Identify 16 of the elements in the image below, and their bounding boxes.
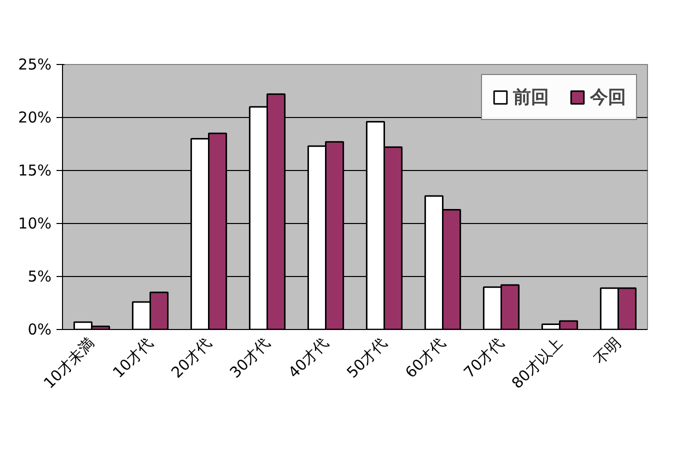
x-tick-label: 30才代 — [226, 334, 274, 382]
x-tick-label: 50才代 — [343, 334, 391, 382]
x-tick-label: 20才代 — [168, 334, 216, 382]
y-tick-label: 15% — [18, 162, 52, 180]
y-tick-label: 25% — [18, 56, 52, 74]
x-tick-label: 60才代 — [402, 334, 450, 382]
x-tick-label: 80才以上 — [508, 334, 566, 392]
x-tick-label: 70才代 — [460, 334, 508, 382]
legend-label: 前回 — [513, 86, 549, 109]
legend-label: 今回 — [590, 86, 626, 109]
x-tick-label: 10才代 — [109, 334, 157, 382]
y-tick-label: 20% — [18, 108, 52, 126]
x-tick-label: 不明 — [590, 334, 625, 368]
y-tick-label: 10% — [18, 214, 52, 232]
y-tick-label: 5% — [28, 268, 52, 286]
x-tick-label: 40才代 — [284, 334, 332, 382]
